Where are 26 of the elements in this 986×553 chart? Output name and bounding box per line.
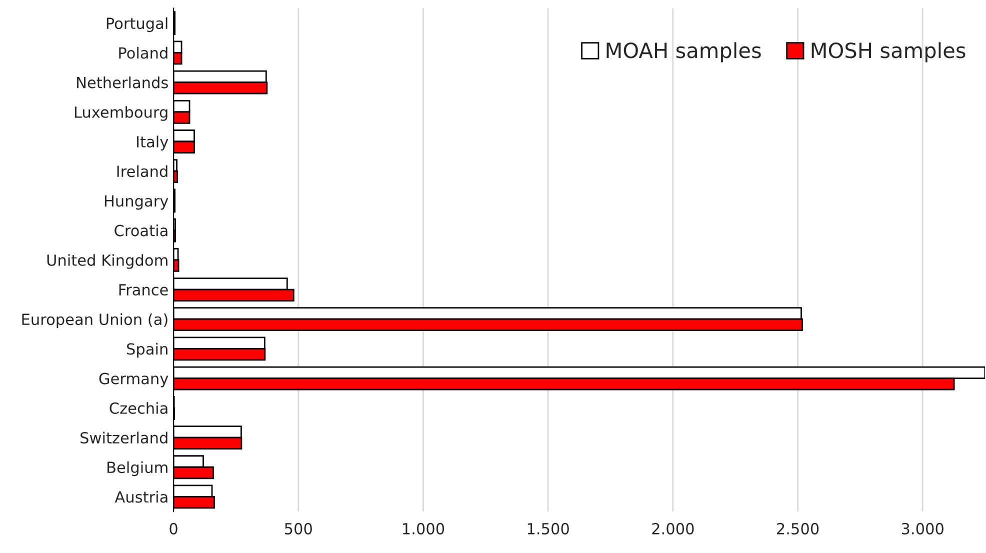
y-tick-label: Ireland — [117, 165, 168, 178]
y-tick-label: Spain — [126, 342, 168, 358]
y-tick-label: Hungary — [104, 195, 168, 210]
y-tick-label: United Kingdom — [47, 254, 168, 269]
legend-label: MOAH samples — [606, 42, 761, 62]
y-tick-label: Netherlands — [77, 76, 168, 88]
y-tick-label: Germany — [99, 372, 168, 388]
x-tick-label: 3.000 — [902, 522, 944, 534]
y-tick-label: European Union (a) — [22, 313, 168, 328]
y-tick-label: Austria — [114, 490, 168, 503]
x-tick-label: 1.500 — [528, 522, 569, 534]
x-tick-label: 2.500 — [777, 522, 819, 534]
y-tick-label: Italy — [137, 136, 168, 150]
x-tick-label: 2.000 — [652, 522, 694, 534]
x-tick-label: 1.000 — [403, 522, 444, 534]
y-tick-label: Switzerland — [80, 432, 168, 444]
y-tick-label: Portugal — [106, 17, 168, 32]
y-tick-label: Croatia — [114, 224, 168, 236]
y-tick-label: Belgium — [108, 461, 168, 476]
y-tick-label: Poland — [119, 46, 168, 59]
legend-label: MOSH samples — [812, 42, 966, 62]
y-tick-label: Luxembourg — [74, 106, 168, 121]
x-tick-label: 0 — [170, 522, 178, 534]
y-tick-label: Czechia — [110, 402, 168, 414]
x-tick-label: 500 — [284, 522, 312, 534]
y-tick-label: France — [119, 284, 168, 296]
